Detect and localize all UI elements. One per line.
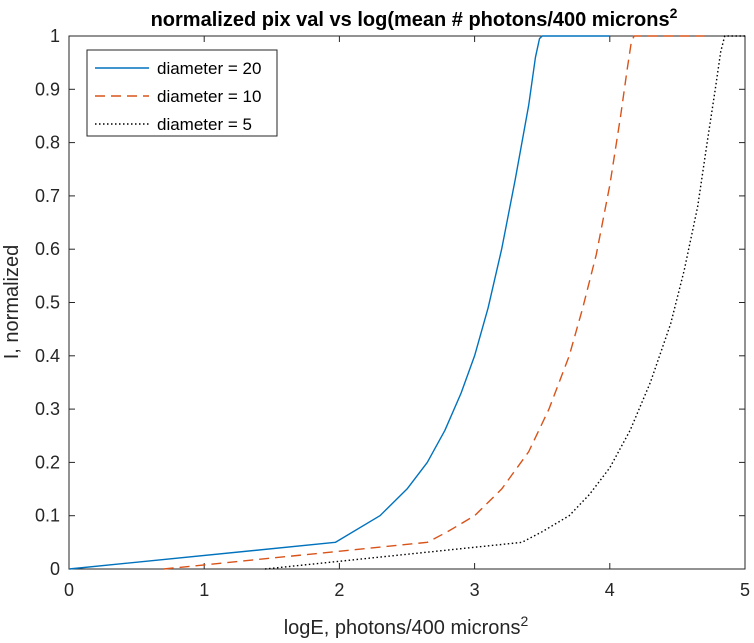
y-axis-label: I, normalized	[1, 245, 23, 360]
y-tick-label: 0.2	[35, 452, 60, 472]
y-tick-label: 0.3	[35, 399, 60, 419]
y-tick-label: 0.4	[35, 346, 60, 366]
legend-label-2: diameter = 10	[157, 87, 261, 106]
x-tick-label: 2	[334, 580, 344, 600]
y-tick-label: 0.8	[35, 133, 60, 153]
x-tick-label: 4	[605, 580, 615, 600]
chart-title-superscript: 2	[670, 5, 678, 21]
legend-label-1: diameter = 20	[157, 59, 261, 78]
x-tick-label: 3	[470, 580, 480, 600]
x-tick-label: 1	[199, 580, 209, 600]
y-tick-label: 0.5	[35, 293, 60, 313]
y-tick-label: 1	[50, 26, 60, 46]
y-tick-label: 0.9	[35, 79, 60, 99]
series-line-3	[264, 35, 745, 570]
y-tick-label: 0.7	[35, 186, 60, 206]
y-tick-label: 0.6	[35, 239, 60, 259]
x-axis-label-main: logE, photons/400 microns	[284, 617, 521, 639]
y-tick-label: 0.1	[35, 506, 60, 526]
series-line-1	[68, 35, 610, 570]
plot-area: 0 1 2 3 4 5 0 0.1 0.2 0.3 0.4 0.5 0.6 0.7 0.8 0.9 1 diame…	[35, 26, 750, 600]
y-tick-label: 0	[50, 559, 60, 579]
legend-box	[86, 49, 278, 137]
x-tick-label: 0	[64, 580, 74, 600]
series-line-2	[163, 35, 705, 570]
legend-label-3: diameter = 5	[157, 115, 252, 134]
x-tick-label: 5	[740, 580, 750, 600]
x-axis-label: logE, photons/400 microns2	[284, 613, 529, 639]
x-axis-label-superscript: 2	[521, 613, 529, 629]
chart-title-main: normalized pix val vs log(mean # photons…	[151, 9, 670, 31]
chart-title: normalized pix val vs log(mean # photons…	[151, 5, 678, 31]
